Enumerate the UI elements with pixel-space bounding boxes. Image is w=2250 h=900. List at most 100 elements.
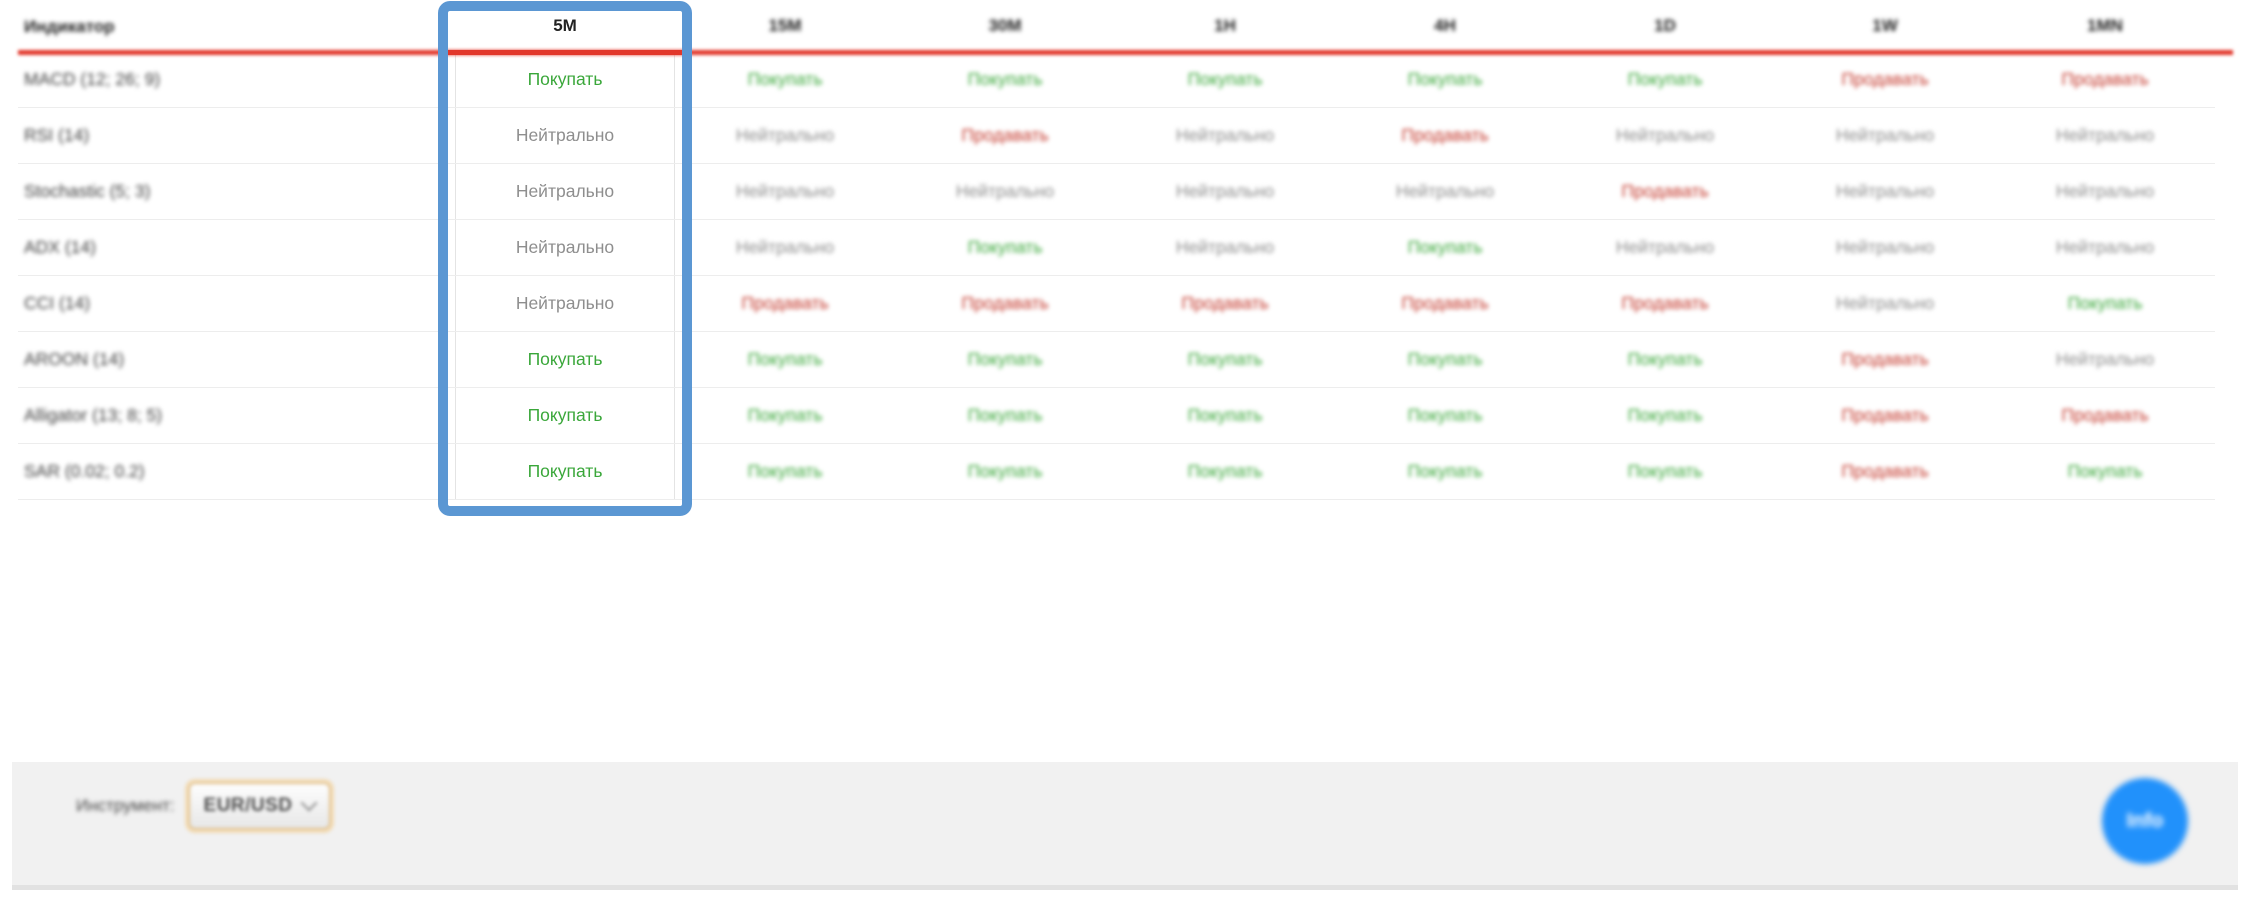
signal-cell: Покупать [1555, 405, 1775, 426]
signal-cell: Покупать [1115, 405, 1335, 426]
signal-cell: Покупать [455, 444, 675, 499]
column-header-5M[interactable]: 5M [455, 16, 675, 36]
signal-cell: Покупать [1995, 461, 2215, 482]
signal-value: Продавать [1181, 293, 1269, 313]
signal-value: Нейтрально [1835, 181, 1935, 201]
column-header-1D[interactable]: 1D [1555, 16, 1775, 36]
signal-cell: Продавать [1115, 293, 1335, 314]
column-header-1W[interactable]: 1W [1775, 16, 1995, 36]
indicator-name-label: CCI (14) [24, 293, 91, 313]
signal-value: Покупать [967, 349, 1043, 369]
signal-value: Нейтрально [1835, 237, 1935, 257]
signal-value: Покупать [1627, 69, 1703, 89]
signal-cell: Нейтрально [675, 125, 895, 146]
indicator-name-label: ADX (14) [24, 237, 96, 257]
indicator-name-label: RSI (14) [24, 125, 90, 145]
signal-cell: Нейтрально [455, 276, 675, 331]
column-header-label: 1H [1214, 16, 1236, 35]
signal-cell: Нейтрально [1995, 349, 2215, 370]
signal-value: Нейтрально [1835, 125, 1935, 145]
signal-value: Нейтрально [515, 293, 615, 313]
signal-cell: Покупать [1335, 69, 1555, 90]
signal-value: Покупать [1627, 405, 1703, 425]
signal-value: Покупать [747, 349, 823, 369]
info-button[interactable]: Info [2102, 778, 2188, 864]
signal-value: Покупать [747, 461, 823, 481]
column-header-4H[interactable]: 4H [1335, 16, 1555, 36]
signal-value: Продавать [1401, 125, 1489, 145]
signal-value: Покупать [747, 405, 823, 425]
signal-cell: Продавать [895, 125, 1115, 146]
signal-cell: Покупать [455, 332, 675, 387]
signal-value: Покупать [1627, 461, 1703, 481]
signal-value: Покупать [1407, 237, 1483, 257]
column-header-1H[interactable]: 1H [1115, 16, 1335, 36]
indicator-name: MACD (12; 26; 9) [18, 69, 455, 90]
header-underline-focus-segment [448, 50, 682, 55]
footer-bar: Инструмент: EUR/USD Info [12, 762, 2238, 890]
signal-value: Покупать [527, 405, 603, 425]
column-header-label: 15M [768, 16, 802, 35]
signal-value: Продавать [1841, 461, 1929, 481]
signal-value: Продавать [1841, 349, 1929, 369]
signal-cell: Покупать [895, 69, 1115, 90]
signal-value: Нейтрально [1615, 237, 1715, 257]
signal-cell: Покупать [675, 69, 895, 90]
signal-cell: Покупать [1335, 461, 1555, 482]
signal-value: Продавать [1841, 69, 1929, 89]
indicator-name: CCI (14) [18, 293, 455, 314]
signal-cell: Продавать [895, 293, 1115, 314]
signal-cell: Нейтрально [455, 108, 675, 163]
signal-cell: Нейтрально [1775, 237, 1995, 258]
signal-value: Нейтрально [2055, 237, 2155, 257]
table-row: CCI (14) Нейтрально Продавать Продавать Прод… [18, 276, 2215, 332]
column-header-label: 5M [553, 16, 577, 35]
signal-cell: Продавать [1335, 125, 1555, 146]
table-row: MACD (12; 26; 9) Покупать Покупать Покупать… [18, 52, 2215, 108]
signal-cell: Покупать [1115, 349, 1335, 370]
signal-value: Покупать [1407, 69, 1483, 89]
signal-cell: Покупать [1555, 69, 1775, 90]
footer-content: Инструмент: EUR/USD [76, 782, 2238, 830]
signal-cell: Покупать [675, 405, 895, 426]
column-header-1MN[interactable]: 1MN [1995, 16, 2215, 36]
indicator-name: Stochastic (5; 3) [18, 181, 455, 202]
signal-value: Нейтрально [735, 181, 835, 201]
signal-cell: Покупать [1335, 405, 1555, 426]
signal-value: Покупать [2067, 461, 2143, 481]
signal-value: Продавать [2061, 405, 2149, 425]
signal-value: Нейтрально [1615, 125, 1715, 145]
signal-value: Покупать [2067, 293, 2143, 313]
signal-cell: Покупать [895, 461, 1115, 482]
signal-cell: Нейтрально [1115, 237, 1335, 258]
signal-value: Нейтрально [515, 125, 615, 145]
table-row: AROON (14) Покупать Покупать Покупать Покупа… [18, 332, 2215, 388]
column-header-15M[interactable]: 15M [675, 16, 895, 36]
indicator-name: SAR (0.02; 0.2) [18, 461, 455, 482]
indicator-name: RSI (14) [18, 125, 455, 146]
signal-value: Покупать [527, 69, 603, 89]
signal-value: Продавать [1401, 293, 1489, 313]
signal-value: Покупать [1627, 349, 1703, 369]
signal-value: Нейтрально [2055, 349, 2155, 369]
signal-cell: Продавать [1995, 69, 2215, 90]
signal-cell: Покупать [895, 405, 1115, 426]
signal-value: Нейтрально [2055, 125, 2155, 145]
column-header-30M[interactable]: 30M [895, 16, 1115, 36]
signal-value: Продавать [961, 293, 1049, 313]
signal-cell: Покупать [455, 388, 675, 443]
table-row: ADX (14) Нейтрально Нейтрально Покупать Нейт… [18, 220, 2215, 276]
instrument-select[interactable]: EUR/USD [188, 783, 330, 829]
signal-value: Нейтрально [1395, 181, 1495, 201]
signal-value: Продавать [741, 293, 829, 313]
signal-cell: Покупать [1555, 461, 1775, 482]
signal-value: Продавать [1621, 181, 1709, 201]
signal-value: Нейтрально [1175, 181, 1275, 201]
signal-value: Покупать [1407, 349, 1483, 369]
signal-cell: Покупать [675, 461, 895, 482]
signal-cell: Продавать [1775, 461, 1995, 482]
indicator-name: AROON (14) [18, 349, 455, 370]
signal-cell: Продавать [1555, 293, 1775, 314]
table-row: SAR (0.02; 0.2) Покупать Покупать Покупать П… [18, 444, 2215, 500]
signal-cell: Продавать [1775, 349, 1995, 370]
